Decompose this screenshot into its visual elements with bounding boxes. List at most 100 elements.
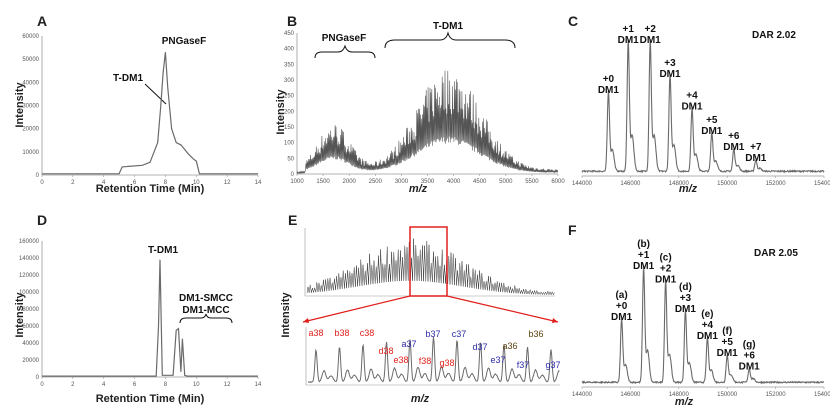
y-tick-label: 80000: [22, 307, 39, 313]
fragment-label: c38: [360, 328, 375, 338]
y-tick-label: 0: [291, 172, 295, 178]
peak-label-f-5: (f): [722, 326, 732, 337]
panel-a-xlabel: Retention Time (Min): [96, 183, 205, 195]
panel-f-xlabel: m/z: [675, 396, 694, 408]
x-tick-label: 2000: [343, 179, 357, 185]
panel-a-letter: A: [37, 13, 47, 29]
panel-a-arrow: [144, 83, 167, 105]
peak-label-c-5: DM1: [701, 126, 723, 137]
panel-b-brace-tdm1: [384, 31, 516, 49]
y-tick-label: 0: [36, 173, 40, 179]
panel-b-trace: [296, 70, 558, 175]
y-tick-label: 10000: [22, 150, 39, 156]
peak-label-f-5: DM1: [717, 348, 739, 359]
x-tick-label: 2: [71, 382, 75, 388]
panel-e-overview-trace: [306, 238, 555, 296]
peak-label-f-2: +2: [660, 264, 672, 275]
panel-d-letter: D: [37, 212, 47, 228]
y-tick-label: 350: [284, 62, 295, 68]
fragment-label: g38: [439, 358, 454, 368]
y-tick-label: 450: [284, 31, 295, 37]
x-tick-label: 6: [133, 382, 137, 388]
y-tick-label: 0: [36, 375, 40, 381]
panel-c-axes: 144000 146000 148000 150000 152000 154000: [572, 175, 830, 187]
panel-a-annotation-pngasef: PNGaseF: [162, 36, 206, 47]
peak-label-f-6: +6: [743, 351, 755, 362]
y-tick-label: 60000: [22, 34, 39, 40]
x-tick-label: 5500: [525, 179, 539, 185]
peak-label-f-4: +4: [702, 320, 714, 331]
panel-f-axes: 144000 146000 148000 150000 152000 154000: [572, 386, 830, 398]
peak-label-f-1: (b): [637, 239, 650, 250]
panel-b-annotation-pngasef: PNGaseF: [322, 33, 366, 44]
x-tick-label: 154000: [814, 181, 830, 187]
y-tick-label: 150: [284, 125, 295, 131]
y-tick-label: 100: [284, 141, 295, 147]
panel-b-axes: 1000 1500 2000 2500 3000 3500 4000 4500 5000 5500…: [284, 31, 565, 185]
x-tick-label: 5000: [499, 179, 513, 185]
panel-e-zoom-line-right: [446, 295, 559, 323]
x-tick-label: 144000: [572, 392, 593, 398]
panel-d-ylabel: Intensity: [14, 292, 26, 338]
y-tick-label: 20000: [22, 127, 39, 133]
peak-label-c-3: +3: [664, 58, 676, 69]
panel-d: D Intensity Retention Time (Min) T-DM1 D…: [14, 212, 262, 405]
y-tick-label: 40000: [22, 341, 39, 347]
x-tick-label: 1500: [316, 179, 330, 185]
x-tick-label: 3500: [421, 179, 435, 185]
panel-b-xlabel: m/z: [409, 183, 428, 195]
x-tick-label: 2500: [369, 179, 383, 185]
panel-e-letter: E: [288, 212, 297, 228]
x-tick-label: 3000: [395, 179, 409, 185]
panel-c: C DAR 2.02 m/z 144000 146000 148000 150000 1…: [568, 13, 830, 195]
y-tick-label: 40000: [22, 80, 39, 86]
x-tick-label: 4000: [447, 179, 461, 185]
panel-c-xlabel: m/z: [679, 183, 698, 195]
fragment-label: b38: [334, 328, 349, 338]
x-tick-label: 152000: [766, 392, 787, 398]
panel-a: A Intensity Retention Time (Min) PNGaseF…: [14, 13, 262, 195]
y-tick-label: 60000: [22, 324, 39, 330]
fragment-label: d37: [472, 342, 487, 352]
x-tick-label: 146000: [620, 392, 641, 398]
panel-b: B Intensity m/z PNGaseF T-DM1 1000 1500 20…: [275, 13, 565, 195]
panel-d-annotation-mcc: DM1-MCC: [182, 305, 229, 316]
peak-label-c-0: DM1: [598, 85, 620, 96]
x-tick-label: 6: [133, 180, 137, 186]
panel-d-xlabel: Retention Time (Min): [96, 393, 205, 405]
y-tick-label: 100000: [19, 290, 40, 296]
x-tick-label: 2: [71, 180, 75, 186]
x-tick-label: 4: [102, 382, 106, 388]
fragment-label: f38: [419, 356, 432, 366]
fragment-label: e37: [490, 355, 505, 365]
peak-label-c-4: DM1: [681, 101, 703, 112]
peak-label-c-2: DM1: [640, 35, 662, 46]
x-tick-label: 10: [193, 180, 200, 186]
y-tick-label: 200: [284, 109, 295, 115]
fragment-label: b37: [425, 329, 440, 339]
y-tick-label: 30000: [22, 104, 39, 110]
peak-label-f-2: (c): [659, 253, 671, 264]
panel-b-brace-pngasef: [314, 44, 376, 59]
x-tick-label: 10: [193, 382, 200, 388]
x-tick-label: 8: [164, 382, 168, 388]
x-tick-label: 12: [224, 382, 231, 388]
y-tick-label: 300: [284, 78, 295, 84]
fragment-label: a36: [502, 341, 517, 351]
peak-label-c-7: DM1: [745, 153, 767, 164]
panel-c-trace: [581, 39, 825, 174]
panel-d-trace: [42, 259, 258, 377]
peak-label-f-4: (e): [701, 309, 713, 320]
panel-e-arrowhead-left: [303, 318, 309, 323]
panel-e-ylabel: Intensity: [280, 292, 292, 338]
x-tick-label: 146000: [620, 181, 641, 187]
peak-label-c-2: +2: [644, 24, 656, 35]
panel-e-zoom-box: [409, 226, 448, 297]
panel-e-arrowhead-right: [552, 318, 558, 323]
panel-c-dar: DAR 2.02: [752, 30, 796, 41]
peak-label-f-3: +3: [680, 293, 692, 304]
panel-d-axes: 0 2 4 6 8 10 12 14 0 20000 40000 60000 80000 100000 12…: [19, 239, 262, 388]
